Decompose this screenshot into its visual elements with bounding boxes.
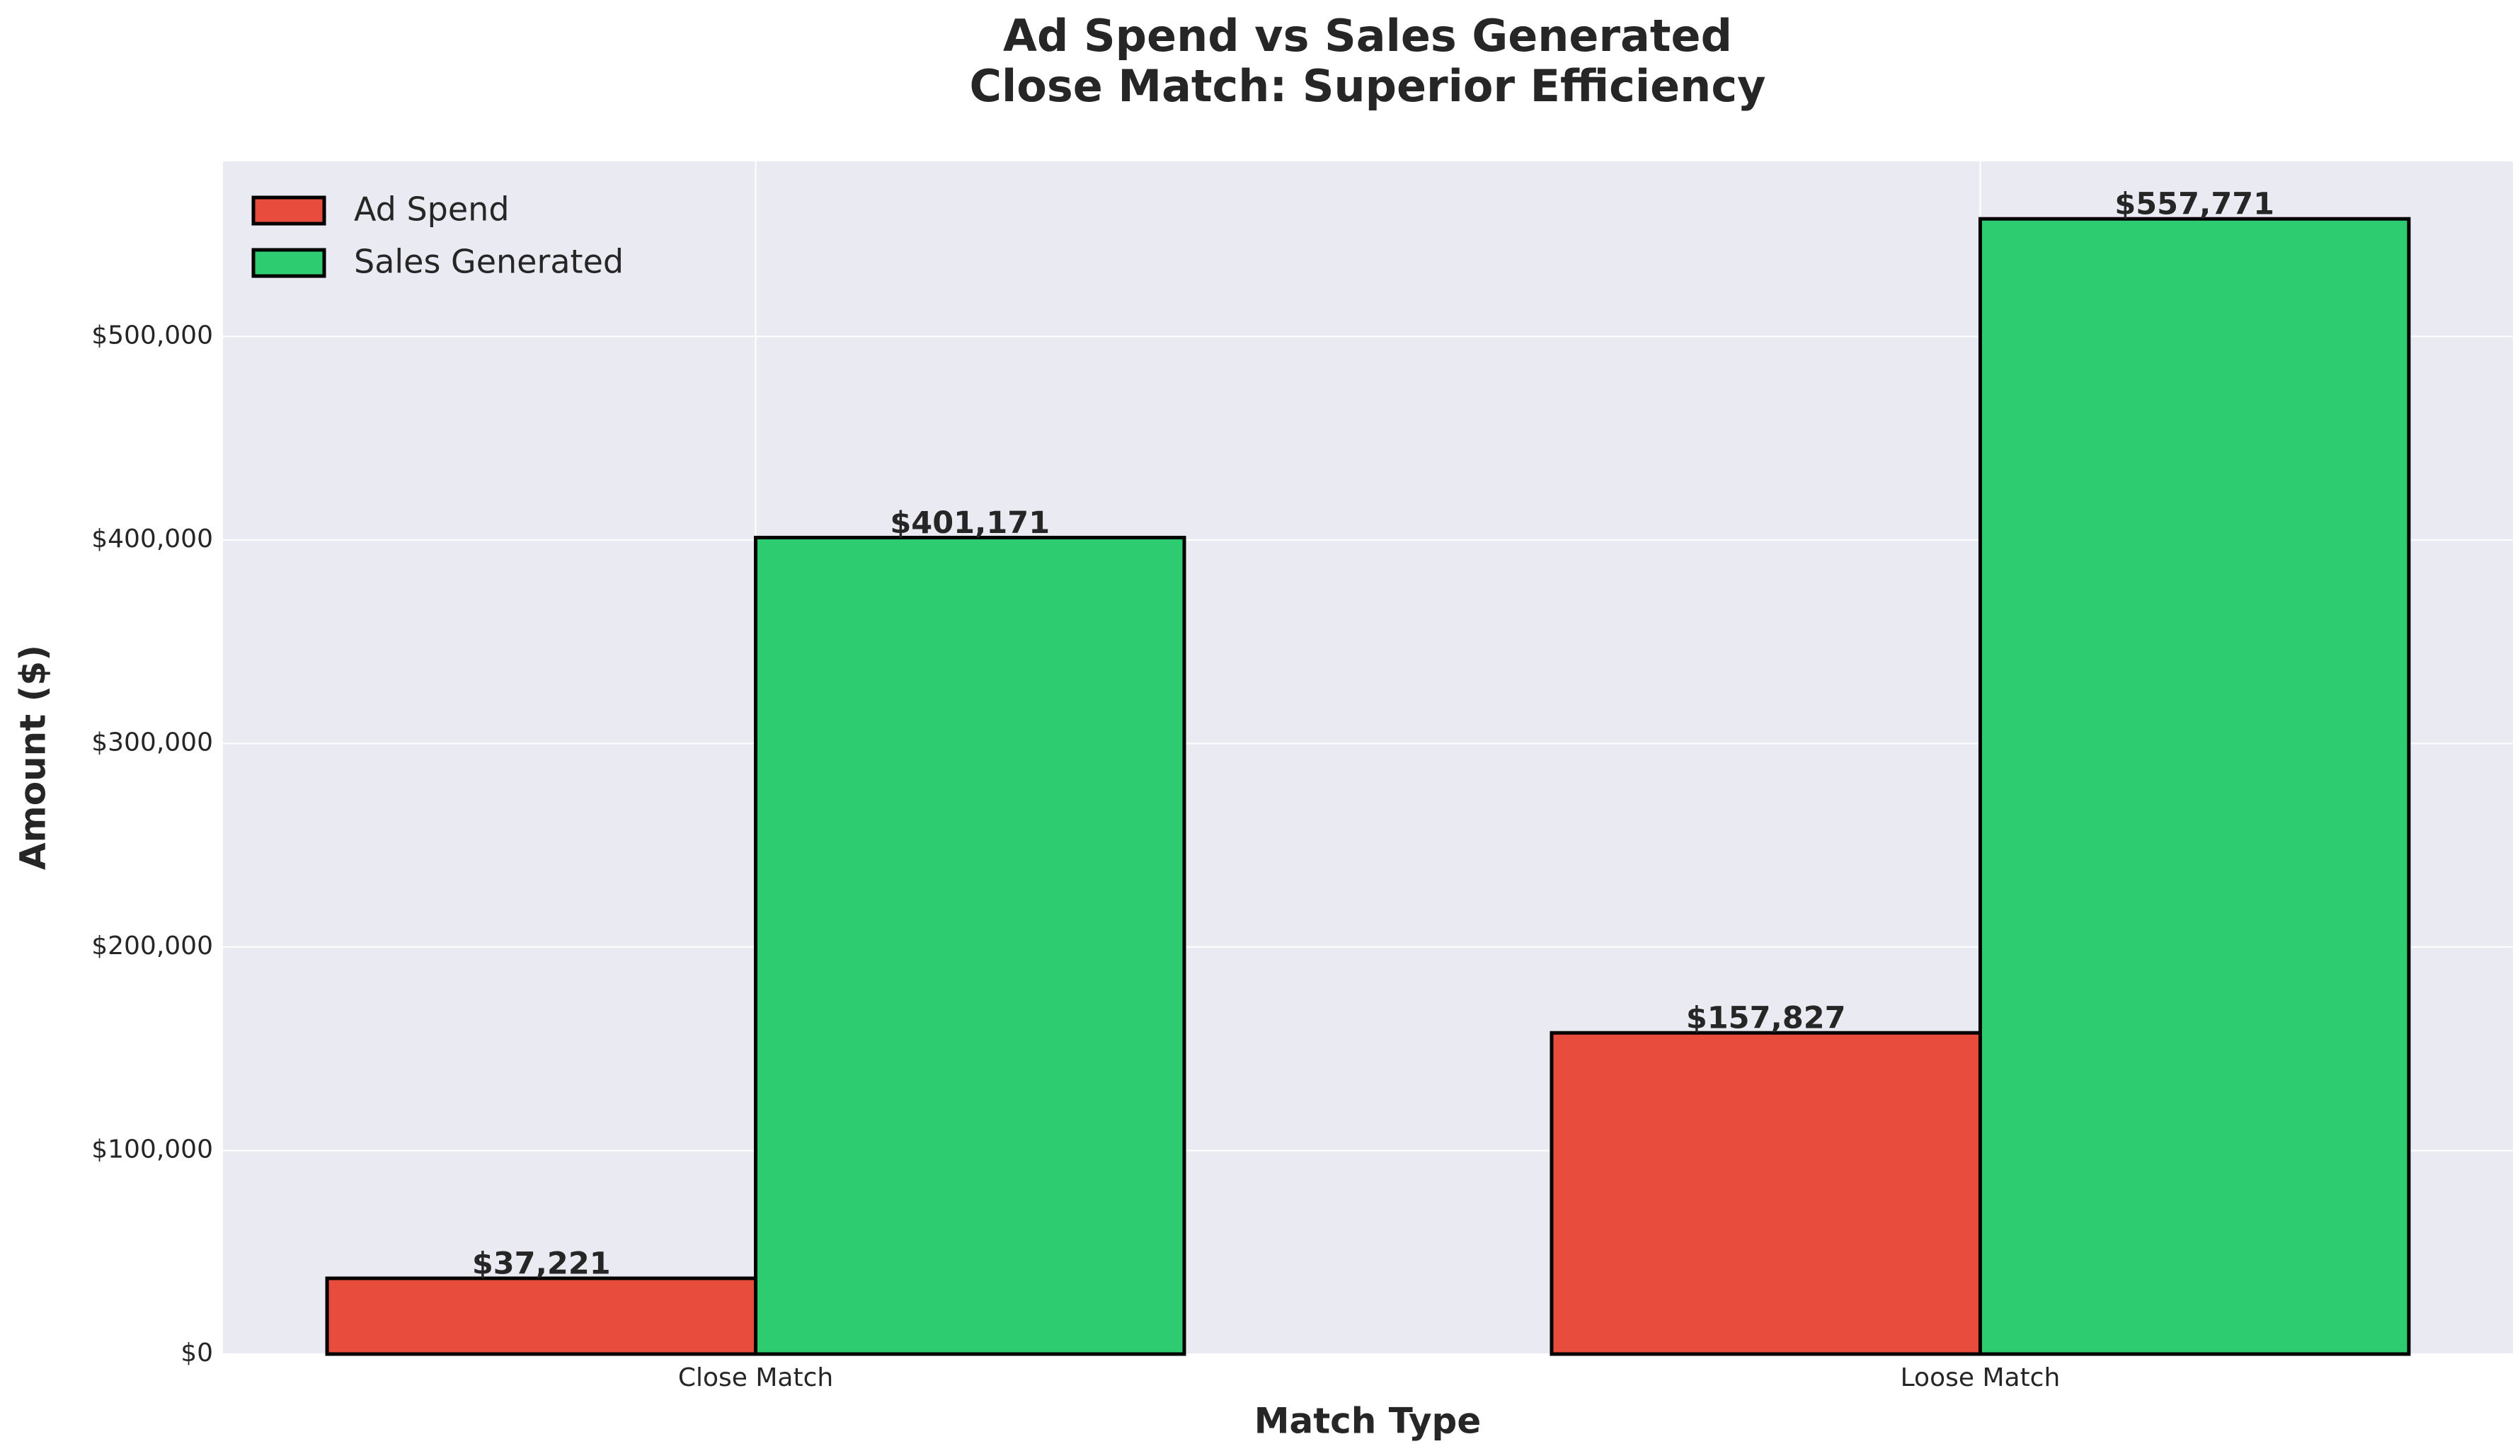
value-label: $557,771 — [2114, 187, 2274, 222]
y-tick-label: $0 — [181, 1339, 213, 1368]
y-tick-label: $400,000 — [91, 524, 213, 554]
value-label: $401,171 — [890, 505, 1050, 541]
legend-label: Sales Generated — [354, 243, 624, 281]
y-tick-label: $500,000 — [91, 321, 213, 350]
legend-swatch — [251, 248, 326, 278]
x-tick-label: Loose Match — [1901, 1363, 2061, 1392]
legend-swatch — [251, 195, 326, 226]
bar — [754, 535, 1186, 1356]
y-tick-label: $100,000 — [91, 1135, 213, 1164]
y-axis-label: Amount ($) — [13, 645, 54, 870]
value-label: $37,221 — [472, 1246, 611, 1281]
bar — [1550, 1031, 1982, 1356]
x-tick-label: Close Match — [678, 1363, 833, 1392]
x-axis-label: Match Type — [1254, 1401, 1482, 1442]
chart-title: Ad Spend vs Sales Generated — [1003, 10, 1732, 62]
y-tick-label: $200,000 — [91, 932, 213, 961]
value-label: $157,827 — [1686, 1001, 1846, 1036]
y-tick-label: $300,000 — [91, 728, 213, 757]
bar — [1978, 217, 2411, 1356]
legend-label: Ad Spend — [354, 190, 510, 229]
chart-subtitle: Close Match: Superior Efficiency — [970, 60, 1766, 112]
bar — [325, 1276, 758, 1356]
